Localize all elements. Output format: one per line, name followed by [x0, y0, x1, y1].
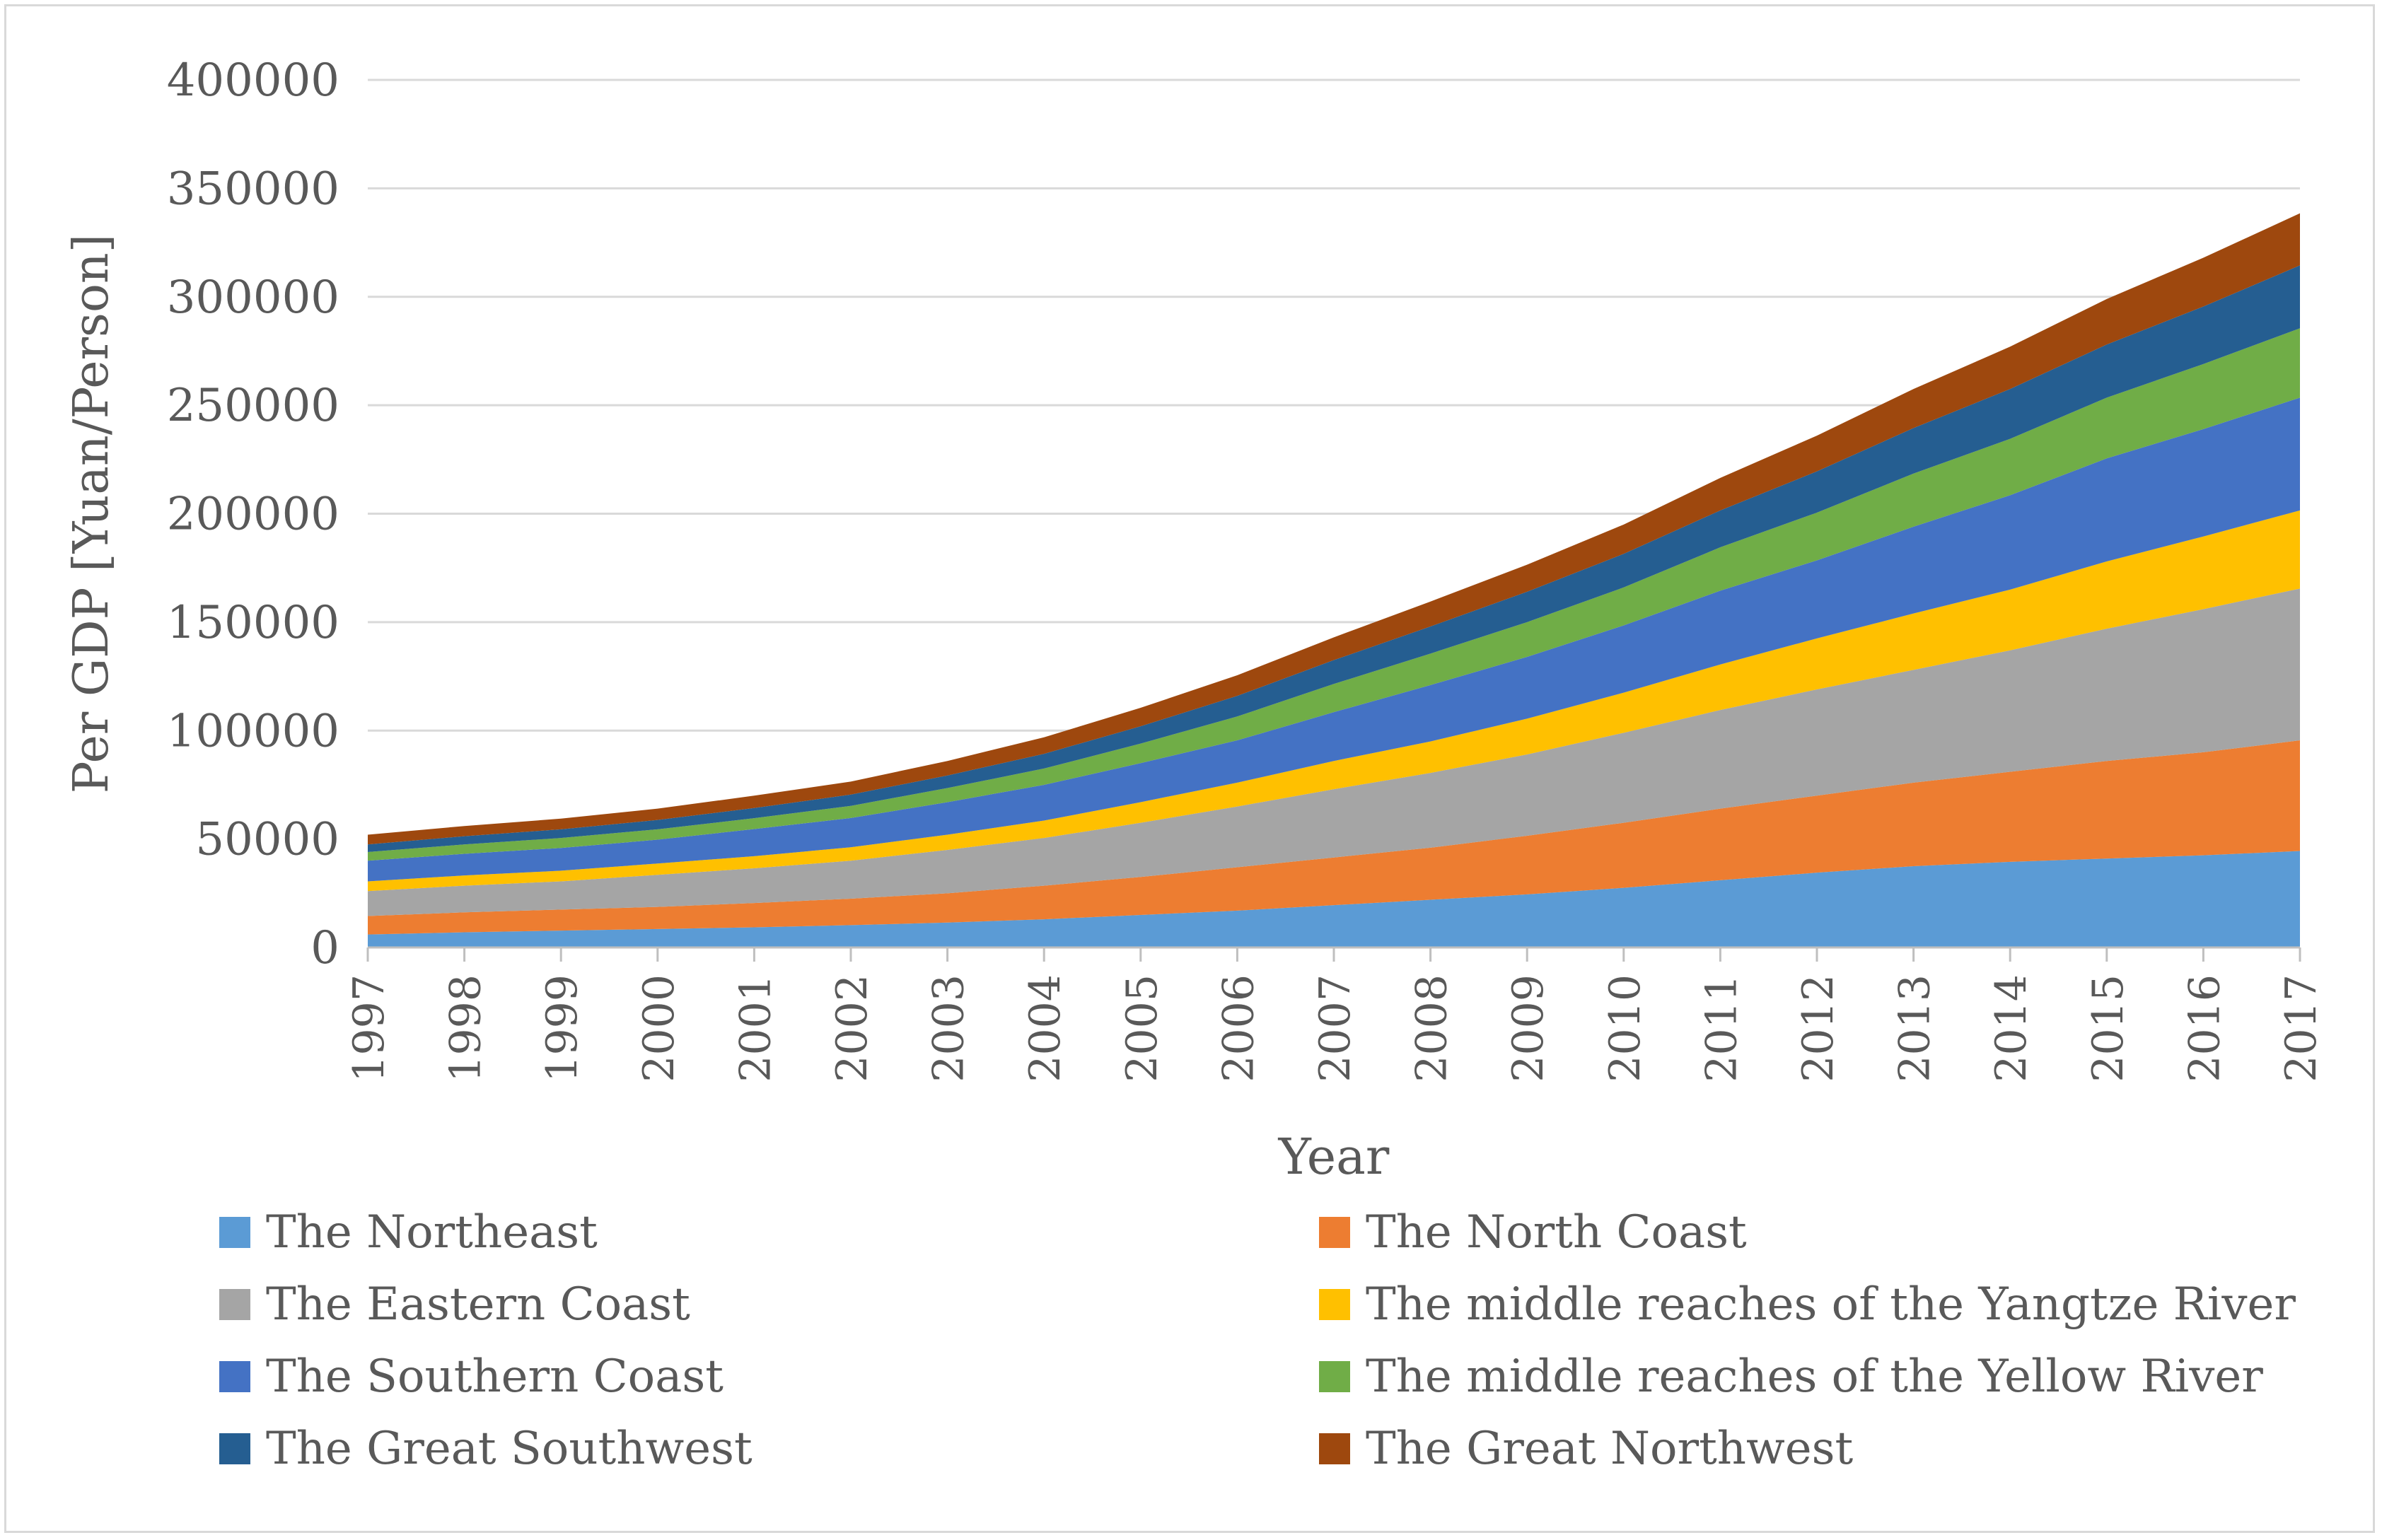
x-tick-label: 2009	[1504, 974, 1553, 1083]
y-tick-label: 200000	[167, 489, 339, 541]
legend-swatch	[219, 1289, 250, 1320]
x-tick-label: 1998	[441, 974, 491, 1083]
legend-swatch	[1319, 1289, 1350, 1320]
y-tick-label: 0	[310, 922, 339, 974]
legend-label: The Northeast	[266, 1206, 598, 1259]
x-tick-label: 2000	[634, 974, 684, 1083]
x-tick-label: 2001	[731, 974, 780, 1083]
x-tick-label: 2013	[1890, 974, 1940, 1083]
legend-label: The Southern Coast	[266, 1351, 724, 1403]
legend-item: The North Coast	[1319, 1202, 2341, 1263]
x-tick-label: 2008	[1407, 974, 1457, 1083]
x-tick-label: 2014	[1987, 974, 2036, 1083]
x-tick-label: 2016	[2180, 974, 2229, 1083]
legend-swatch	[219, 1217, 250, 1248]
x-axis-tick-labels: 1997 1998 1999 2000 2001 2002 2003 2004 2005 2006…	[344, 974, 2326, 1083]
y-tick-label: 50000	[195, 814, 339, 866]
x-tick-label: 1997	[344, 974, 394, 1083]
legend-item: The Eastern Coast	[219, 1274, 1319, 1335]
y-tick-label: 300000	[167, 272, 339, 324]
legend-item: The Great Northwest	[1319, 1418, 2341, 1479]
x-axis-label: Year	[1278, 1128, 1390, 1186]
legend-label: The Eastern Coast	[266, 1278, 690, 1331]
y-tick-label: 400000	[167, 54, 339, 107]
x-axis	[366, 946, 2301, 962]
legend-item: The Great Southwest	[219, 1418, 1319, 1479]
legend-swatch	[219, 1361, 250, 1392]
x-tick-label: 2010	[1600, 974, 1650, 1083]
area-series	[368, 213, 2300, 947]
legend-label: The Great Southwest	[266, 1423, 753, 1475]
legend-label: The middle reaches of the Yangtze River	[1366, 1278, 2296, 1331]
legend-swatch	[1319, 1433, 1350, 1464]
legend-item: The middle reaches of the Yangtze River	[1319, 1274, 2341, 1335]
x-tick-label: 2017	[2277, 974, 2326, 1083]
legend-label: The middle reaches of the Yellow River	[1366, 1351, 2263, 1403]
legend-label: The Great Northwest	[1366, 1423, 1854, 1475]
x-tick-label: 2004	[1021, 974, 1070, 1083]
area-series-2	[368, 588, 2300, 916]
y-tick-label: 150000	[167, 597, 339, 649]
x-tick-label: 2012	[1794, 974, 1843, 1083]
y-tick-label: 250000	[167, 380, 339, 432]
y-tick-label: 100000	[167, 705, 339, 757]
legend-item: The middle reaches of the Yellow River	[1319, 1346, 2341, 1407]
x-tick-label: 2005	[1117, 974, 1167, 1083]
x-tick-label: 2003	[924, 974, 974, 1083]
x-tick-label: 2011	[1697, 974, 1746, 1083]
legend-swatch	[219, 1433, 250, 1464]
legend: The Northeast The North Coast The Eastern …	[219, 1202, 2341, 1479]
y-tick-label: 350000	[167, 163, 339, 215]
area-series-0	[368, 851, 2300, 947]
area-series-1	[368, 740, 2300, 935]
y-axis-label: Per GDP [Yuan/Person]	[64, 234, 120, 793]
x-tick-label: 1999	[538, 974, 587, 1083]
x-tick-label: 2015	[2084, 974, 2133, 1083]
legend-item: The Southern Coast	[219, 1346, 1319, 1407]
x-tick-label: 2006	[1214, 974, 1263, 1083]
legend-label: The North Coast	[1366, 1206, 1747, 1259]
x-tick-label: 2002	[827, 974, 877, 1083]
legend-swatch	[1319, 1217, 1350, 1248]
legend-item: The Northeast	[219, 1202, 1319, 1263]
x-tick-label: 2007	[1311, 974, 1360, 1083]
y-axis-tick-labels: 0 50000 100000 150000 200000 250000 300000 3500…	[167, 54, 339, 974]
legend-swatch	[1319, 1361, 1350, 1392]
